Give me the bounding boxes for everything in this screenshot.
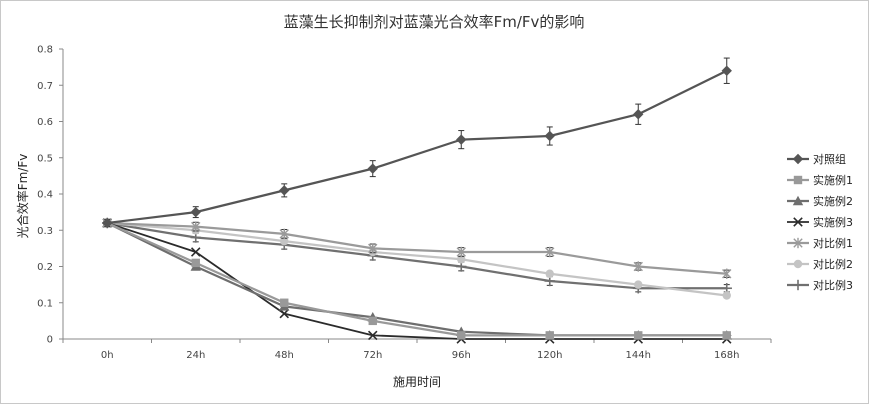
legend-marker	[794, 176, 802, 184]
x-tick-label: 144h	[626, 350, 651, 361]
legend-item: 对比例2	[787, 257, 853, 271]
legend: 对照组实施例1 实施例2 实施例3 对比例1 对比例2 对比例3	[787, 152, 853, 292]
series-line	[107, 71, 727, 223]
legend-label: 对比例3	[813, 278, 853, 292]
data-point	[457, 331, 465, 339]
data-point	[634, 331, 642, 339]
data-point	[192, 259, 200, 267]
y-tick-label: 0.6	[37, 117, 53, 128]
data-point	[191, 207, 201, 217]
legend-item: 对比例3	[787, 278, 853, 292]
series-line	[107, 223, 727, 335]
legend-marker	[793, 154, 803, 164]
data-point	[546, 270, 554, 278]
axes: 0 0.1 0.2 0.3 0.4 0.5 0.6 0.7 0.8 0h 24h 48h 72h 96h 1…	[37, 45, 771, 362]
data-point	[545, 131, 555, 141]
legend-item: 对比例1	[787, 236, 853, 250]
data-point	[633, 109, 643, 119]
y-tick-label: 0	[47, 335, 53, 346]
x-tick-label: 24h	[186, 350, 205, 361]
x-tick-label: 72h	[363, 350, 382, 361]
legend-item: 实施例2	[787, 194, 853, 208]
x-tick-label: 168h	[714, 350, 739, 361]
legend-marker	[794, 260, 802, 268]
y-tick-label: 0.4	[37, 190, 53, 201]
data-point	[722, 66, 732, 76]
data-point	[280, 299, 288, 307]
legend-label: 对比例2	[813, 257, 853, 271]
x-tick-label: 120h	[537, 350, 562, 361]
data-point	[546, 331, 554, 339]
y-tick-label: 0.1	[37, 298, 53, 309]
data-point	[456, 134, 466, 144]
chart-title: 蓝藻生长抑制剂对蓝藻光合效率Fm/Fv的影响	[284, 13, 585, 31]
y-tick-label: 0.3	[37, 226, 53, 237]
series-line	[107, 223, 727, 339]
x-tick-label: 48h	[275, 350, 294, 361]
y-tick-label: 0.7	[37, 81, 53, 92]
data-point	[368, 163, 378, 173]
series-line	[107, 223, 727, 335]
legend-label: 实施例1	[813, 173, 853, 187]
legend-marker	[793, 280, 803, 290]
legend-label: 实施例2	[813, 194, 853, 208]
legend-label: 对比例1	[813, 236, 853, 250]
legend-item: 对照组	[787, 152, 846, 166]
data-point	[723, 331, 731, 339]
x-tick-label: 96h	[452, 350, 471, 361]
legend-item: 实施例3	[787, 215, 853, 229]
data-point	[723, 291, 731, 299]
legend-item: 实施例1	[787, 173, 853, 187]
x-tick-label: 0h	[101, 350, 114, 361]
y-axis-label: 光合效率Fm/Fv	[15, 154, 30, 239]
x-axis-label: 施用时间	[393, 375, 441, 389]
data-point	[279, 185, 289, 195]
series-line	[107, 223, 727, 296]
y-tick-label: 0.2	[37, 262, 53, 273]
y-tick-label: 0.8	[37, 45, 53, 56]
data-point	[634, 280, 642, 288]
plot-area	[102, 58, 732, 343]
series-1	[102, 58, 732, 228]
legend-label: 实施例3	[813, 215, 853, 229]
y-tick-label: 0.5	[37, 153, 53, 164]
data-point	[192, 248, 200, 256]
legend-label: 对照组	[813, 152, 846, 166]
data-point	[369, 317, 377, 325]
